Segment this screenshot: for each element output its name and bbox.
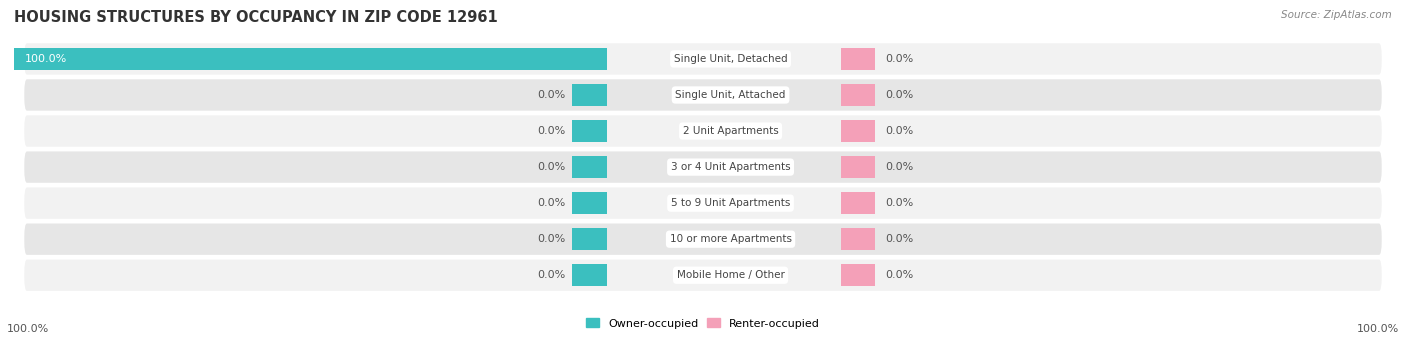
Bar bbox=[572, 192, 606, 214]
Text: 0.0%: 0.0% bbox=[886, 126, 914, 136]
Text: 0.0%: 0.0% bbox=[537, 126, 565, 136]
FancyBboxPatch shape bbox=[24, 223, 1382, 255]
Text: 0.0%: 0.0% bbox=[537, 162, 565, 172]
Bar bbox=[841, 264, 875, 286]
FancyBboxPatch shape bbox=[24, 79, 1382, 111]
FancyBboxPatch shape bbox=[24, 43, 1382, 75]
Bar bbox=[841, 156, 875, 178]
Text: 0.0%: 0.0% bbox=[886, 54, 914, 64]
Bar bbox=[572, 120, 606, 142]
Text: 0.0%: 0.0% bbox=[886, 234, 914, 244]
Bar bbox=[841, 120, 875, 142]
Text: 3 or 4 Unit Apartments: 3 or 4 Unit Apartments bbox=[671, 162, 790, 172]
Text: 0.0%: 0.0% bbox=[537, 198, 565, 208]
Text: 100.0%: 100.0% bbox=[7, 324, 49, 334]
Bar bbox=[14, 48, 606, 70]
Bar bbox=[572, 264, 606, 286]
Bar bbox=[841, 48, 875, 70]
Text: 0.0%: 0.0% bbox=[886, 270, 914, 280]
Text: 100.0%: 100.0% bbox=[24, 54, 66, 64]
Bar bbox=[572, 156, 606, 178]
Text: 0.0%: 0.0% bbox=[537, 270, 565, 280]
Bar bbox=[841, 192, 875, 214]
FancyBboxPatch shape bbox=[24, 188, 1382, 219]
Text: 0.0%: 0.0% bbox=[886, 90, 914, 100]
Bar bbox=[841, 228, 875, 250]
FancyBboxPatch shape bbox=[24, 260, 1382, 291]
Text: HOUSING STRUCTURES BY OCCUPANCY IN ZIP CODE 12961: HOUSING STRUCTURES BY OCCUPANCY IN ZIP C… bbox=[14, 10, 498, 25]
Text: 2 Unit Apartments: 2 Unit Apartments bbox=[683, 126, 779, 136]
FancyBboxPatch shape bbox=[24, 151, 1382, 183]
Text: 0.0%: 0.0% bbox=[537, 234, 565, 244]
Text: Mobile Home / Other: Mobile Home / Other bbox=[676, 270, 785, 280]
Text: 100.0%: 100.0% bbox=[1357, 324, 1399, 334]
Bar bbox=[841, 84, 875, 106]
Text: 0.0%: 0.0% bbox=[537, 90, 565, 100]
FancyBboxPatch shape bbox=[24, 115, 1382, 147]
Text: Single Unit, Attached: Single Unit, Attached bbox=[675, 90, 786, 100]
Text: Source: ZipAtlas.com: Source: ZipAtlas.com bbox=[1281, 10, 1392, 20]
Text: 0.0%: 0.0% bbox=[886, 198, 914, 208]
Text: 0.0%: 0.0% bbox=[886, 162, 914, 172]
Text: Single Unit, Detached: Single Unit, Detached bbox=[673, 54, 787, 64]
Bar bbox=[572, 228, 606, 250]
Bar bbox=[572, 84, 606, 106]
Text: 5 to 9 Unit Apartments: 5 to 9 Unit Apartments bbox=[671, 198, 790, 208]
Legend: Owner-occupied, Renter-occupied: Owner-occupied, Renter-occupied bbox=[581, 314, 825, 333]
Text: 10 or more Apartments: 10 or more Apartments bbox=[669, 234, 792, 244]
